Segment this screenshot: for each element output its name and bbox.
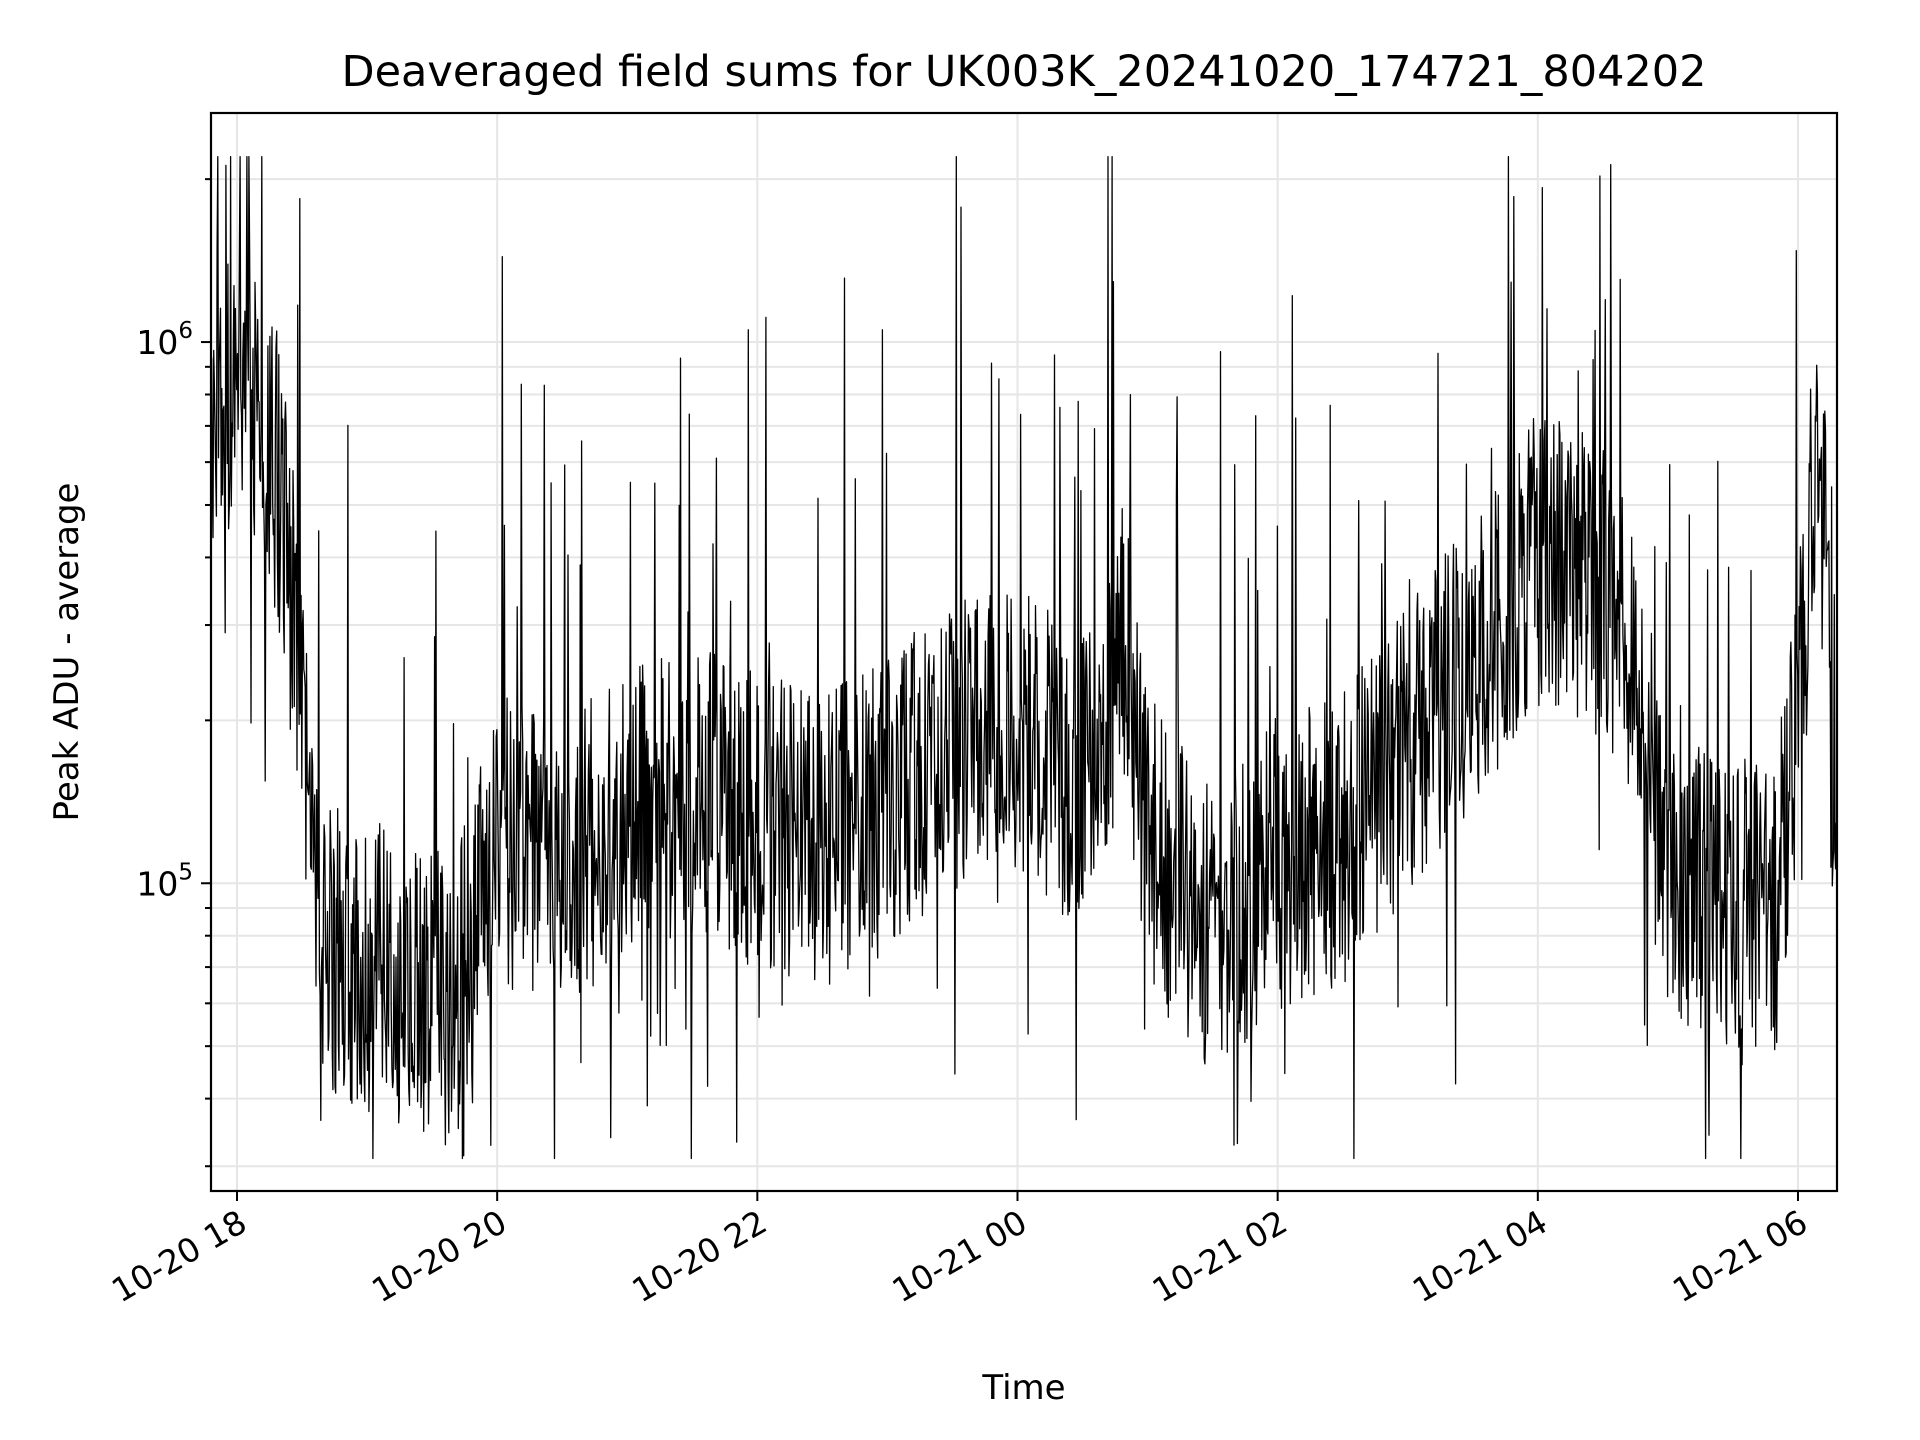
x-axis-label: Time: [981, 1368, 1065, 1408]
x-tick-label: 10-20 18: [105, 1202, 253, 1310]
x-tick-label: 10-21 04: [1406, 1202, 1554, 1310]
x-tick-label: 10-20 20: [365, 1202, 513, 1310]
y-tick-label: 106: [136, 318, 193, 362]
y-tick-label: 105: [136, 859, 193, 903]
chart-title: Deaveraged field sums for UK003K_2024102…: [341, 47, 1706, 97]
x-tick-label: 10-21 00: [885, 1202, 1033, 1310]
series-line: [210, 156, 1838, 1160]
x-tick-label: 10-21 06: [1666, 1202, 1814, 1310]
plot-frame: [209, 111, 1839, 1193]
x-tick-label: 10-20 22: [625, 1202, 773, 1310]
grid: [211, 113, 1837, 1191]
y-axis-label: Peak ADU - average: [47, 483, 87, 822]
x-tick-label: 10-21 02: [1146, 1202, 1294, 1310]
